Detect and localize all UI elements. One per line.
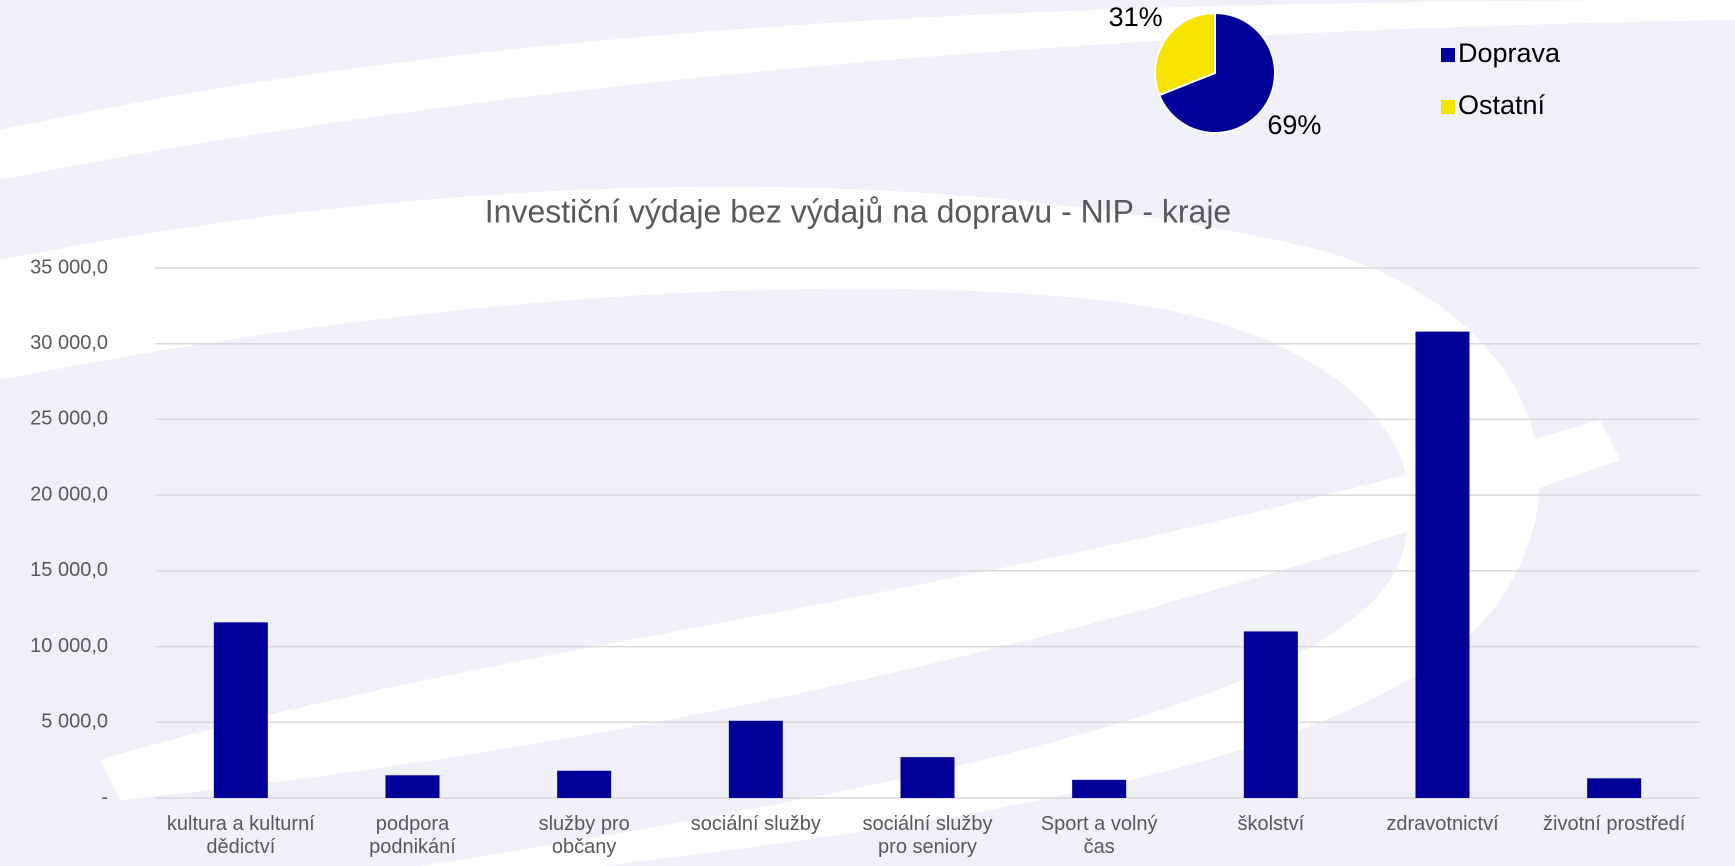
legend-swatch: [1441, 100, 1455, 114]
x-tick-label: služby pro občany: [538, 813, 630, 858]
x-tick-label: kultura a kulturní dědictví: [166, 813, 315, 858]
bar: [1243, 631, 1298, 798]
y-tick-label: 35 000,0: [30, 256, 108, 278]
pie-slice: [1154, 11, 1216, 97]
x-tick-label: zdravotnictví: [1386, 813, 1499, 835]
legend-label: Ostatní: [1458, 90, 1546, 120]
bar: [1415, 331, 1470, 798]
legend-label: Doprava: [1458, 38, 1561, 68]
bar: [385, 775, 440, 798]
y-tick-label: 15 000,0: [30, 559, 108, 581]
y-tick-label: 30 000,0: [30, 332, 108, 354]
x-tick-label: školství: [1237, 813, 1305, 835]
chart-title: Investiční výdaje bez výdajů na dopravu …: [485, 193, 1231, 229]
x-tick-label: Sport a volný čas: [1040, 813, 1158, 858]
x-tick-label: podpora podnikání: [369, 813, 456, 858]
pie-label: 69%: [1267, 110, 1321, 140]
y-tick-label: 25 000,0: [30, 408, 108, 430]
pie-slice: [1157, 11, 1276, 134]
bar: [557, 770, 612, 798]
x-tick-label: sociální služby pro seniory: [862, 813, 993, 858]
bar: [1072, 779, 1127, 798]
y-tick-label: 20 000,0: [30, 483, 108, 505]
y-tick-label: 10 000,0: [30, 635, 108, 657]
legend-swatch: [1441, 48, 1455, 62]
bar: [1587, 778, 1642, 798]
y-tick-label: -: [101, 786, 108, 808]
x-tick-label: životní prostředí: [1543, 813, 1686, 835]
x-tick-label: sociální služby: [690, 813, 821, 835]
bar: [900, 757, 955, 798]
bar: [213, 622, 268, 798]
pie-label: 31%: [1109, 2, 1163, 32]
y-tick-label: 5 000,0: [41, 711, 108, 733]
bar: [728, 720, 783, 798]
